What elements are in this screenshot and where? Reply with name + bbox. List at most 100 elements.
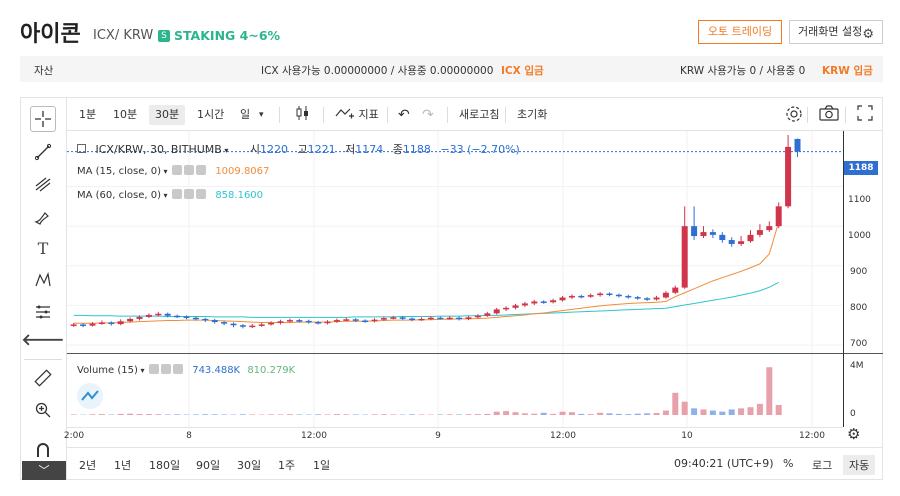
high-value: 1221 <box>307 143 336 156</box>
eye-icon[interactable] <box>172 189 183 199</box>
magnet-icon[interactable] <box>30 437 56 463</box>
candle-body <box>249 325 256 328</box>
brush-icon[interactable] <box>30 203 56 229</box>
auto-scale-toggle[interactable]: 자동 <box>843 455 876 475</box>
time-axis[interactable]: 2:00 8 12:00 9 12:00 10 12:00 <box>64 427 843 445</box>
chart-plot[interactable]: ICX/KRW, 30, BITHUMB ▾ 시1220 고1221 저1174… <box>67 131 843 427</box>
indicators-button[interactable]: 지표 <box>329 105 385 125</box>
candle-body <box>653 297 660 300</box>
chevron-down-icon[interactable]: ﹀ <box>22 461 66 480</box>
candle-body <box>587 295 594 297</box>
zoom-icon[interactable] <box>30 397 56 423</box>
close-icon[interactable] <box>196 165 207 175</box>
volume-ma-value: 810.279K <box>247 365 296 376</box>
volume-bar <box>286 414 293 415</box>
collapse-icon[interactable] <box>77 144 86 153</box>
low-label: 저 <box>345 143 356 156</box>
range-1y[interactable]: 1년 <box>114 459 132 472</box>
range-90d[interactable]: 90일 <box>196 459 221 472</box>
candle-body <box>211 320 218 323</box>
candle-body <box>568 295 575 298</box>
pane-divider[interactable] <box>67 353 883 354</box>
reset-button[interactable]: 초기화 <box>517 108 548 121</box>
volume-bar <box>493 411 500 415</box>
range-180d[interactable]: 180일 <box>149 459 181 472</box>
settings-gear-icon[interactable] <box>779 105 809 125</box>
interval-1m[interactable]: 1분 <box>79 108 97 121</box>
krw-deposit-link[interactable]: KRW 입금 <box>822 65 873 77</box>
ma15-label[interactable]: MA (15, close, 0) <box>77 166 162 177</box>
candle-body <box>794 138 801 152</box>
range-30d[interactable]: 30일 <box>237 459 262 472</box>
interval-day[interactable]: 일 <box>240 108 251 121</box>
volume-label[interactable]: Volume (15) <box>77 365 138 376</box>
volume-bar <box>606 413 613 415</box>
candlestick-chart <box>67 131 843 427</box>
candle-style-icon[interactable] <box>289 105 317 125</box>
candle-body <box>371 319 378 322</box>
prediction-icon[interactable] <box>30 299 56 325</box>
volume-bar <box>145 414 152 415</box>
refresh-button[interactable]: 새로고침 <box>459 108 500 121</box>
candle-body <box>164 313 171 316</box>
fib-tool-icon[interactable] <box>30 171 56 197</box>
eye-icon[interactable] <box>172 165 183 175</box>
asset-bar: 자산 ICX 사용가능 0.00000000 / 사용중 0.00000000 … <box>20 56 883 82</box>
volume-bar <box>775 405 782 415</box>
interval-30m[interactable]: 30분 <box>149 105 186 125</box>
candle-body <box>89 323 96 326</box>
redo-icon[interactable]: ↷ <box>422 107 434 123</box>
candle-body <box>362 320 369 322</box>
eye-icon[interactable] <box>149 364 160 374</box>
tool-divider <box>24 359 62 360</box>
icx-deposit-link[interactable]: ICX 입금 <box>501 65 544 77</box>
symbol-label[interactable]: ICX/KRW, 30, BITHUMB <box>95 143 222 156</box>
candle-body <box>493 309 500 314</box>
percent-toggle[interactable]: % <box>783 457 794 470</box>
trend-line-icon[interactable] <box>30 139 56 165</box>
volume-bar <box>117 413 124 415</box>
range-1d[interactable]: 1일 <box>313 459 331 472</box>
interval-dropdown-icon[interactable]: ▾ <box>259 110 264 120</box>
settings-icon[interactable] <box>184 165 195 175</box>
candle-body <box>305 320 312 323</box>
undo-icon[interactable]: ↶ <box>398 107 410 123</box>
camera-icon[interactable] <box>813 105 845 125</box>
candle-body <box>766 226 773 231</box>
text-tool-icon[interactable]: T <box>37 238 49 258</box>
volume-bar <box>239 414 246 415</box>
staking-badge-icon: S <box>158 30 170 42</box>
settings-icon[interactable] <box>161 364 172 374</box>
screen-settings-button[interactable]: 거래화면 설정 ⚙ <box>789 20 883 44</box>
crosshair-icon[interactable] <box>30 106 56 132</box>
arrow-left-icon[interactable]: 🡐 <box>21 330 65 349</box>
drawing-toolbar: T 🡐 <box>20 97 67 480</box>
ma60-value: 858.1600 <box>215 190 264 201</box>
price-axis[interactable]: 1188 1100 1000 900 800 700 4M 0 <box>843 131 883 427</box>
close-icon[interactable] <box>196 189 207 199</box>
volume-bar <box>503 411 510 415</box>
interval-10m[interactable]: 10분 <box>113 108 138 121</box>
volume-bar <box>352 414 359 415</box>
chart-settings-gear-icon[interactable]: ⚙ <box>847 425 861 443</box>
interval-1h[interactable]: 1시간 <box>197 108 225 121</box>
time-tick: 12:00 <box>301 431 327 441</box>
ruler-icon[interactable] <box>30 365 56 391</box>
candle-body <box>409 318 416 321</box>
staking-info[interactable]: STAKING 4~6% <box>174 28 281 43</box>
settings-icon[interactable] <box>184 189 195 199</box>
volume-legend: Volume (15) ▾ 743.488K 810.279K <box>77 364 296 376</box>
range-1w[interactable]: 1주 <box>278 459 296 472</box>
volume-bar <box>89 414 96 415</box>
ma60-label[interactable]: MA (60, close, 0) <box>77 190 162 201</box>
range-2y[interactable]: 2년 <box>79 459 97 472</box>
pattern-icon[interactable] <box>30 267 56 293</box>
auto-trading-button[interactable]: 오토 트레이딩 <box>698 20 782 44</box>
log-toggle[interactable]: 로그 <box>812 459 833 472</box>
clock[interactable]: 09:40:21 (UTC+9) <box>674 457 774 470</box>
candle-body <box>709 232 716 235</box>
range-bar: 2년 1년 180일 90일 30일 1주 1일 09:40:21 (UTC+9… <box>67 447 883 480</box>
close-icon[interactable] <box>173 364 184 374</box>
fullscreen-icon[interactable] <box>851 105 879 125</box>
toolbar-divider <box>447 107 448 123</box>
